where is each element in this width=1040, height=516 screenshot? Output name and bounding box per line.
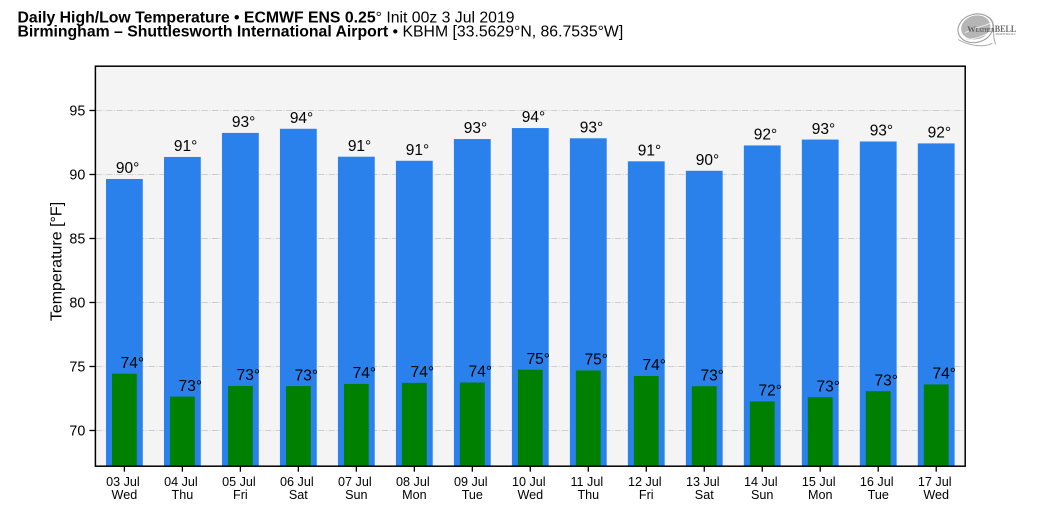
svg-text:90°: 90° xyxy=(116,160,139,177)
svg-text:Fri: Fri xyxy=(233,488,248,502)
svg-text:73°: 73° xyxy=(701,367,724,384)
svg-text:15 Jul: 15 Jul xyxy=(802,475,836,489)
svg-text:11 Jul: 11 Jul xyxy=(570,475,603,489)
svg-text:Thu: Thu xyxy=(172,488,194,502)
svg-text:Wed: Wed xyxy=(923,488,949,502)
svg-text:EATHER: EATHER xyxy=(976,27,995,34)
svg-text:14 Jul: 14 Jul xyxy=(744,475,778,489)
svg-text:12 Jul: 12 Jul xyxy=(628,475,662,489)
svg-text:Tue: Tue xyxy=(868,488,889,502)
svg-text:73°: 73° xyxy=(237,367,260,384)
svg-text:Mon: Mon xyxy=(808,488,833,502)
svg-text:16 Jul: 16 Jul xyxy=(860,475,894,489)
svg-text:75°: 75° xyxy=(527,351,550,368)
svg-text:Sat: Sat xyxy=(695,488,714,502)
svg-text:93°: 93° xyxy=(232,114,255,131)
svg-text:73°: 73° xyxy=(179,378,202,395)
svg-text:74°: 74° xyxy=(121,355,144,372)
svg-text:75: 75 xyxy=(69,360,85,376)
svg-text:85: 85 xyxy=(69,232,85,248)
svg-text:91°: 91° xyxy=(174,138,197,155)
svg-text:70: 70 xyxy=(69,424,85,440)
svg-text:92°: 92° xyxy=(754,127,777,144)
svg-text:72°: 72° xyxy=(759,383,782,400)
svg-text:73°: 73° xyxy=(295,367,318,384)
svg-text:91°: 91° xyxy=(638,143,661,160)
svg-text:08 Jul: 08 Jul xyxy=(396,475,430,489)
svg-text:Daily High/Low Temperature • E: Daily High/Low Temperature • ECMWF ENS 0… xyxy=(18,9,515,26)
svg-text:74°: 74° xyxy=(469,364,492,381)
svg-text:92°: 92° xyxy=(928,125,951,142)
svg-text:BELL: BELL xyxy=(995,24,1017,35)
svg-text:17 Jul: 17 Jul xyxy=(918,475,952,489)
svg-text:09 Jul: 09 Jul xyxy=(454,475,488,489)
svg-text:Thu: Thu xyxy=(577,488,599,502)
svg-text:13 Jul: 13 Jul xyxy=(686,475,720,489)
svg-text:91°: 91° xyxy=(348,138,371,155)
svg-text:07 Jul: 07 Jul xyxy=(338,475,372,489)
svg-text:Sun: Sun xyxy=(345,488,367,502)
svg-text:Fri: Fri xyxy=(639,488,654,502)
svg-text:W: W xyxy=(967,25,976,34)
svg-text:Wed: Wed xyxy=(112,488,138,502)
svg-text:91°: 91° xyxy=(406,142,429,159)
svg-text:74°: 74° xyxy=(643,357,666,374)
svg-text:Temperature [°F]: Temperature [°F] xyxy=(49,202,66,321)
svg-text:80: 80 xyxy=(69,296,85,312)
svg-text:93°: 93° xyxy=(812,121,835,138)
svg-text:Tue: Tue xyxy=(462,488,483,502)
svg-text:73°: 73° xyxy=(817,378,840,395)
svg-text:94°: 94° xyxy=(290,110,313,127)
svg-text:Mon: Mon xyxy=(402,488,427,502)
svg-text:93°: 93° xyxy=(464,120,487,137)
svg-text:03 Jul: 03 Jul xyxy=(106,475,140,489)
svg-text:06 Jul: 06 Jul xyxy=(280,475,314,489)
svg-text:Sat: Sat xyxy=(289,488,308,502)
svg-text:Wed: Wed xyxy=(517,488,543,502)
svg-text:90°: 90° xyxy=(696,152,719,169)
svg-text:04 Jul: 04 Jul xyxy=(164,475,198,489)
svg-text:93°: 93° xyxy=(870,123,893,140)
svg-text:95: 95 xyxy=(69,104,85,120)
svg-text:ANALYTICS LLC: ANALYTICS LLC xyxy=(995,33,1016,36)
svg-text:Sun: Sun xyxy=(751,488,773,502)
svg-text:74°: 74° xyxy=(932,366,955,383)
svg-text:90: 90 xyxy=(69,168,85,184)
svg-text:05 Jul: 05 Jul xyxy=(222,475,256,489)
svg-text:74°: 74° xyxy=(353,365,376,382)
svg-text:94°: 94° xyxy=(522,109,545,126)
svg-text:93°: 93° xyxy=(580,119,603,136)
svg-text:73°: 73° xyxy=(874,372,897,389)
svg-text:75°: 75° xyxy=(585,352,608,369)
svg-text:74°: 74° xyxy=(411,364,434,381)
svg-text:10 Jul: 10 Jul xyxy=(512,475,546,489)
svg-text:Birmingham – Shuttlesworth Int: Birmingham – Shuttlesworth International… xyxy=(18,23,624,40)
